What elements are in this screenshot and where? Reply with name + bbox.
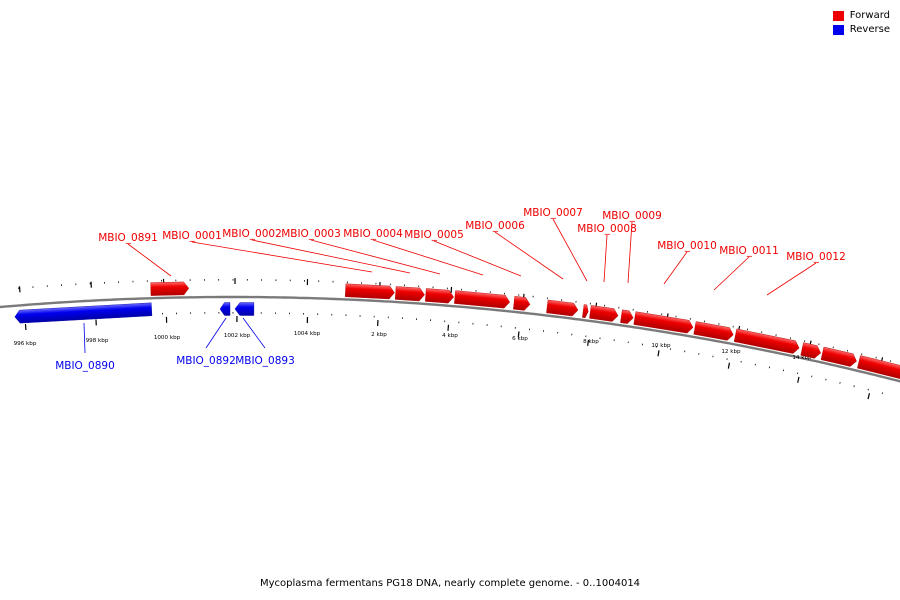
legend-label-forward: Forward	[849, 10, 890, 21]
gene-arrow-forward	[800, 342, 821, 359]
callout-line-forward	[627, 221, 633, 284]
gene-arrows	[14, 281, 900, 379]
gene-label-forward: MBIO_0006	[465, 220, 525, 232]
callout-line-forward	[603, 234, 608, 283]
gene-label-forward: MBIO_0891	[98, 232, 158, 244]
callout-line-forward	[663, 251, 688, 285]
tick-label: 1002 kbp	[224, 333, 251, 339]
tick-label: 1004 kbp	[294, 331, 321, 337]
legend-swatch-reverse	[832, 24, 844, 35]
gene-arrow-forward	[620, 309, 634, 324]
tick-label: 996 kbp	[14, 341, 37, 347]
callout-line-forward	[494, 231, 564, 280]
gene-labels: MBIO_0891 MBIO_0001 MBIO_0002 MBIO_0003 MBIO…	[55, 207, 846, 372]
gene-arrow-forward	[344, 283, 395, 300]
gene-label-forward: MBIO_0003	[281, 228, 341, 240]
major-tick-inner	[867, 393, 871, 400]
gene-label-forward: MBIO_0011	[719, 245, 779, 257]
figure-caption: Mycoplasma fermentans PG18 DNA, nearly c…	[259, 578, 641, 589]
gene-arrow-forward	[150, 281, 190, 296]
tick-label: 2 kbp	[371, 332, 387, 338]
callout-line-forward	[127, 243, 172, 277]
legend-item-reverse: Reverse	[832, 24, 890, 35]
gene-callouts	[83, 218, 817, 354]
gene-label-forward: MBIO_0007	[523, 207, 583, 219]
major-tick-inner	[797, 376, 800, 383]
genome-backbone	[0, 295, 900, 383]
gene-arrow-reverse	[219, 302, 231, 316]
callout-line-reverse	[83, 322, 86, 354]
tick-label: 14 kbp	[792, 355, 812, 361]
gene-arrow-forward	[454, 290, 510, 309]
gene-arrow-forward	[589, 305, 619, 322]
gene-label-forward: MBIO_0009	[602, 210, 662, 222]
tick-label: 4 kbp	[442, 333, 458, 339]
gene-arrow-forward	[733, 328, 800, 354]
gene-arrow-reverse	[14, 302, 153, 324]
tick-label: 1000 kbp	[154, 335, 181, 341]
callout-line-forward	[713, 256, 750, 291]
tick-label: 8 kbp	[583, 339, 599, 345]
tick-labels: 996 kbp 998 kbp 1000 kbp 1002 kbp 1004 kbp 2 …	[14, 331, 883, 368]
gene-arrow-forward	[820, 346, 857, 367]
legend-item-forward: Forward	[832, 10, 890, 21]
gene-arrow-forward	[425, 288, 454, 304]
tick-label: 10 kbp	[651, 343, 671, 349]
callout-line-forward	[552, 218, 588, 282]
gene-label-forward: MBIO_0010	[657, 240, 717, 252]
gene-label-forward: MBIO_0002	[222, 228, 282, 240]
callout-line-reverse	[242, 317, 266, 349]
gene-label-reverse: MBIO_0893	[235, 355, 295, 367]
gene-arrow-forward	[513, 296, 531, 311]
gene-arrow-forward	[546, 299, 579, 317]
tick-label: 998 kbp	[86, 338, 109, 344]
callout-line-reverse	[205, 317, 227, 349]
major-tick-inner	[727, 362, 731, 369]
callout-line-forward	[251, 239, 411, 274]
major-ticks	[18, 278, 884, 400]
gene-label-forward: MBIO_0008	[577, 223, 637, 235]
callout-line-forward	[310, 239, 441, 275]
callout-line-forward	[766, 262, 817, 296]
gene-label-forward: MBIO_0005	[404, 229, 464, 241]
callout-line-forward	[191, 241, 373, 273]
major-tick-inner	[517, 331, 520, 338]
gene-label-forward: MBIO_0001	[162, 230, 222, 242]
gene-label-forward: MBIO_0012	[786, 251, 846, 263]
legend: Forward Reverse	[832, 10, 890, 38]
gene-arrow-forward	[633, 311, 694, 334]
legend-label-reverse: Reverse	[849, 24, 890, 35]
callout-line-forward	[372, 239, 484, 276]
tick-label: 12 kbp	[721, 349, 741, 355]
gene-arrow-reverse	[234, 302, 255, 316]
gene-label-reverse: MBIO_0890	[55, 360, 115, 372]
gene-arrow-forward	[582, 304, 589, 319]
gene-arrow-forward	[394, 286, 425, 302]
tick-label: 6 kbp	[512, 336, 528, 342]
gene-arrow-forward	[693, 321, 734, 341]
gene-label-reverse: MBIO_0892	[176, 355, 236, 367]
major-tick-inner	[657, 350, 660, 357]
callout-line-forward	[433, 240, 522, 277]
major-tick-inner	[587, 339, 590, 346]
gene-arrow-forward	[857, 355, 900, 379]
gene-label-forward: MBIO_0004	[343, 228, 403, 240]
legend-swatch-forward	[832, 10, 844, 21]
